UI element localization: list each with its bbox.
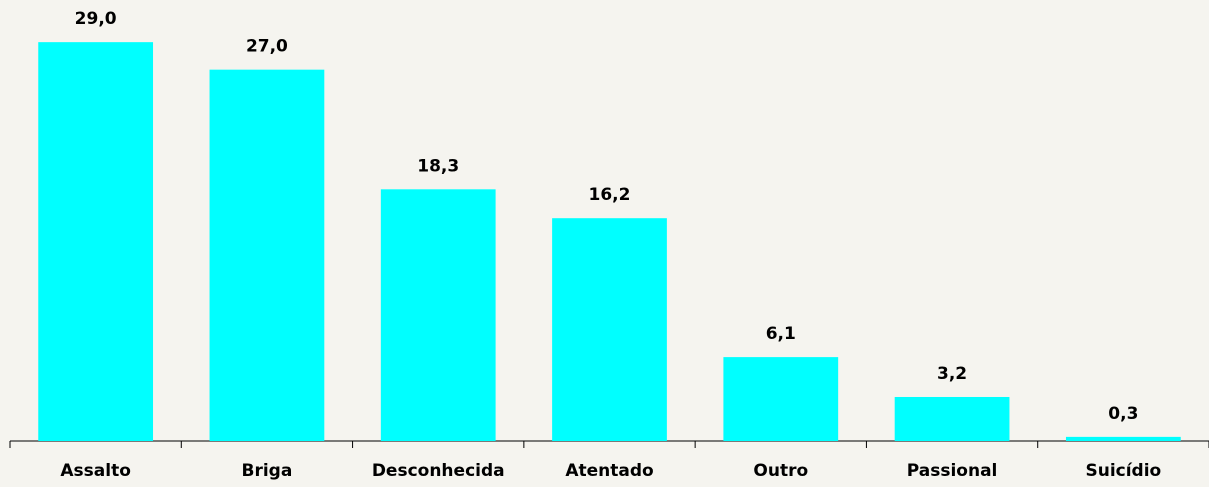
- x-tick-label: Assalto: [60, 461, 131, 481]
- value-label: 18,3: [417, 156, 459, 176]
- bar: [380, 189, 496, 441]
- value-label: 6,1: [766, 324, 796, 344]
- value-label: 16,2: [589, 185, 631, 205]
- bar: [552, 218, 667, 441]
- x-tick-label: Suicídio: [1085, 461, 1161, 481]
- value-label: 0,3: [1108, 404, 1138, 424]
- x-tick-label: Desconhecida: [372, 461, 505, 481]
- x-tick-label: Passional: [907, 461, 998, 481]
- bar: [209, 69, 325, 441]
- bar: [723, 357, 839, 441]
- bar: [1065, 436, 1181, 441]
- bar: [38, 42, 154, 442]
- x-tick-label: Outro: [753, 461, 808, 481]
- value-label: 27,0: [246, 37, 288, 57]
- bar: [894, 396, 1010, 441]
- value-label: 3,2: [937, 364, 967, 384]
- x-tick-label: Atentado: [565, 461, 653, 481]
- x-tick-label: Briga: [242, 461, 293, 481]
- value-label: 29,0: [75, 9, 117, 29]
